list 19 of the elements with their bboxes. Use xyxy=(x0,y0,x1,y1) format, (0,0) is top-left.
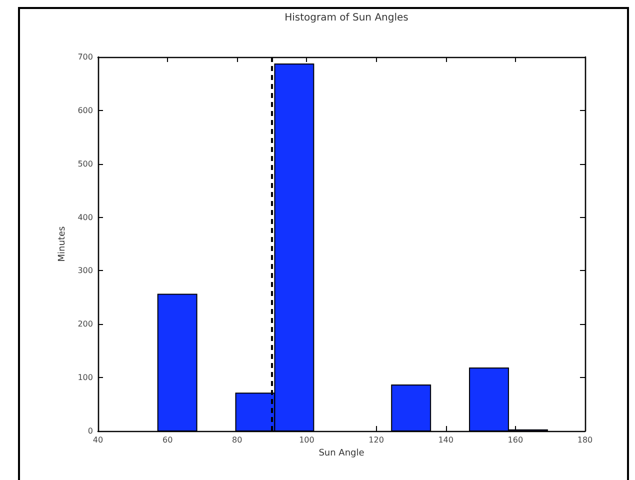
y-tick-label: 700 xyxy=(78,52,93,62)
y-tick-label: 600 xyxy=(78,106,93,115)
y-tick-label: 100 xyxy=(78,373,93,382)
chart-title: Histogram of Sun Angles xyxy=(284,12,408,24)
x-tick-label: 100 xyxy=(299,436,314,444)
x-tick-label: 40 xyxy=(92,436,104,444)
x-tick-label: 60 xyxy=(162,436,173,444)
x-tick-label: 180 xyxy=(577,436,593,444)
x-axis-title: Sun Angle xyxy=(318,448,365,458)
y-tick-label: 0 xyxy=(88,426,93,436)
y-tick-label: 200 xyxy=(78,320,93,329)
y-tick-label: 400 xyxy=(78,212,93,222)
y-tick-label: 500 xyxy=(78,159,93,168)
x-tick-label: 160 xyxy=(508,436,524,444)
x-tick-label: 120 xyxy=(368,436,384,444)
y-tick-label: 300 xyxy=(78,266,93,276)
y-axis-title: Minutes xyxy=(57,226,68,262)
x-tick-label: 140 xyxy=(438,436,454,444)
x-tick-label: 80 xyxy=(232,436,242,444)
